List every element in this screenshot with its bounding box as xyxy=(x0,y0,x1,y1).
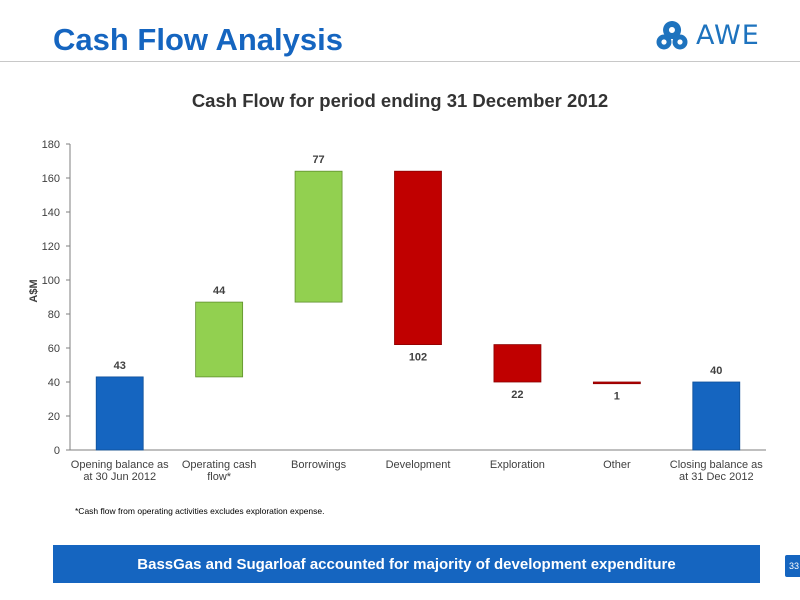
footnote: *Cash flow from operating activities exc… xyxy=(75,506,325,516)
bar-total xyxy=(692,381,741,451)
category-label: at 30 Jun 2012 xyxy=(83,471,156,483)
awe-logo: AWE xyxy=(652,18,762,54)
category-label: Development xyxy=(386,459,451,471)
summary-banner-text: BassGas and Sugarloaf accounted for majo… xyxy=(137,555,676,573)
slide-title: Cash Flow Analysis xyxy=(53,22,343,57)
y-tick-label: 20 xyxy=(48,411,60,423)
category-label: at 31 Dec 2012 xyxy=(679,471,754,483)
y-tick-label: 100 xyxy=(42,275,60,287)
data-label: 40 xyxy=(710,365,722,377)
logo-wordmark: AWE xyxy=(696,20,760,51)
category-label: Opening balance as xyxy=(71,459,169,471)
y-tick-label: 140 xyxy=(42,207,60,219)
y-axis-title: A$M xyxy=(28,279,40,302)
category-label: Other xyxy=(603,459,631,471)
bar-total xyxy=(95,376,144,451)
summary-banner: BassGas and Sugarloaf accounted for majo… xyxy=(53,545,760,583)
category-label: Exploration xyxy=(490,459,545,471)
category-label: Borrowings xyxy=(291,459,347,471)
data-label: 43 xyxy=(114,360,126,372)
y-tick-label: 180 xyxy=(42,139,60,151)
data-label: 102 xyxy=(409,352,427,364)
page-number: 33 xyxy=(785,555,800,577)
y-tick-label: 0 xyxy=(54,445,60,457)
data-label: 44 xyxy=(213,285,226,297)
y-tick-label: 160 xyxy=(42,173,60,185)
y-tick-label: 40 xyxy=(48,377,60,389)
bar-decrease xyxy=(493,344,542,383)
data-label: 1 xyxy=(614,391,620,403)
bar-decrease xyxy=(394,170,442,345)
data-label: 77 xyxy=(312,154,324,166)
chart-title: Cash Flow for period ending 31 December … xyxy=(191,90,609,111)
awe-logo-icon xyxy=(656,21,688,50)
y-tick-label: 120 xyxy=(42,241,60,253)
y-tick-label: 60 xyxy=(48,343,60,355)
bar-increase xyxy=(195,301,244,378)
category-label: flow* xyxy=(207,471,232,483)
category-label: Operating cash xyxy=(182,459,257,471)
category-label: Closing balance as xyxy=(670,459,763,471)
y-tick-label: 80 xyxy=(48,309,60,321)
bar-decrease xyxy=(592,381,641,385)
data-label: 22 xyxy=(511,389,523,401)
title-divider xyxy=(0,61,800,62)
bar-increase xyxy=(294,170,343,303)
